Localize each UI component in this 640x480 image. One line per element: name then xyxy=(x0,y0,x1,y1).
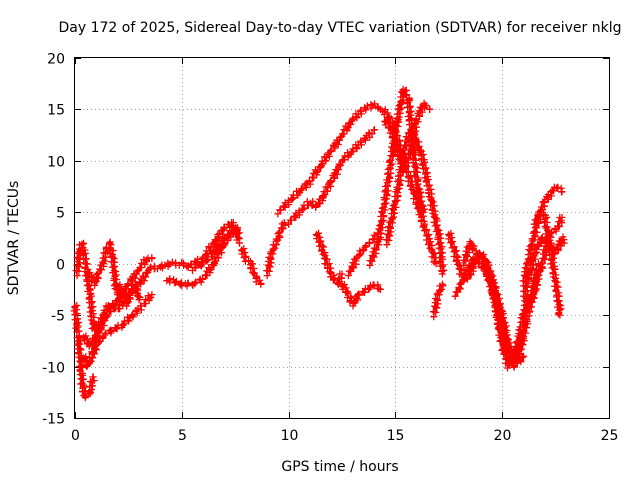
marker-track xyxy=(483,260,543,371)
x-axis-title: GPS time / hours xyxy=(281,459,398,475)
marker-track xyxy=(114,280,144,310)
y-tick-label: -5 xyxy=(51,309,65,325)
x-tick-label: 20 xyxy=(494,428,512,444)
marker-track xyxy=(70,301,98,402)
x-axis: 0 5 10 15 20 25 xyxy=(71,58,618,444)
marker-track xyxy=(263,218,289,280)
x-tick-label: 10 xyxy=(281,428,299,444)
grid xyxy=(75,58,609,418)
y-tick-label: -10 xyxy=(42,361,65,377)
y-tick-label: 15 xyxy=(47,103,65,119)
marker-track xyxy=(378,105,440,268)
series-layer xyxy=(70,85,568,402)
marker-track xyxy=(274,100,385,218)
series-track-15 xyxy=(312,229,346,288)
y-tick-label: 5 xyxy=(56,206,65,222)
y-axis-title: SDTVAR / TECUs xyxy=(6,181,22,296)
series-track-30 xyxy=(530,207,565,319)
y-axis: -15 -10 -5 0 5 10 15 20 xyxy=(42,52,609,428)
series-track-1 xyxy=(70,301,98,402)
x-tick-label: 0 xyxy=(71,428,80,444)
series-track-2 xyxy=(72,239,101,334)
y-tick-label: 20 xyxy=(47,52,65,68)
series-track-21 xyxy=(378,105,440,268)
series-track-5 xyxy=(88,290,156,362)
marker-track xyxy=(237,245,265,288)
series-track-12 xyxy=(263,218,289,280)
series-track-11 xyxy=(237,245,265,288)
marker-track xyxy=(530,207,565,319)
y-tick-label: 0 xyxy=(56,258,65,274)
series-track-17 xyxy=(344,229,382,280)
plot-frame xyxy=(74,57,610,419)
marker-track xyxy=(284,126,379,228)
series-track-22 xyxy=(429,280,447,321)
series-track-10 xyxy=(184,218,244,272)
x-tick-label: 15 xyxy=(387,428,405,444)
marker-track xyxy=(88,290,156,362)
series-track-14 xyxy=(284,126,379,228)
marker-track xyxy=(184,218,244,272)
marker-track xyxy=(72,239,101,334)
series-track-7 xyxy=(114,280,144,310)
chart-title: Day 172 of 2025, Sidereal Day-to-day VTE… xyxy=(59,20,622,36)
marker-track xyxy=(344,229,382,280)
series-track-13 xyxy=(274,100,385,218)
y-tick-label: 10 xyxy=(47,155,65,171)
marker-track xyxy=(429,280,447,321)
y-tick-label: -15 xyxy=(42,412,65,428)
x-tick-label: 5 xyxy=(178,428,187,444)
marker-track xyxy=(338,280,385,310)
x-tick-label: 25 xyxy=(601,428,619,444)
series-track-26 xyxy=(483,260,543,371)
marker-track xyxy=(312,229,346,288)
series-track-16 xyxy=(338,280,385,310)
